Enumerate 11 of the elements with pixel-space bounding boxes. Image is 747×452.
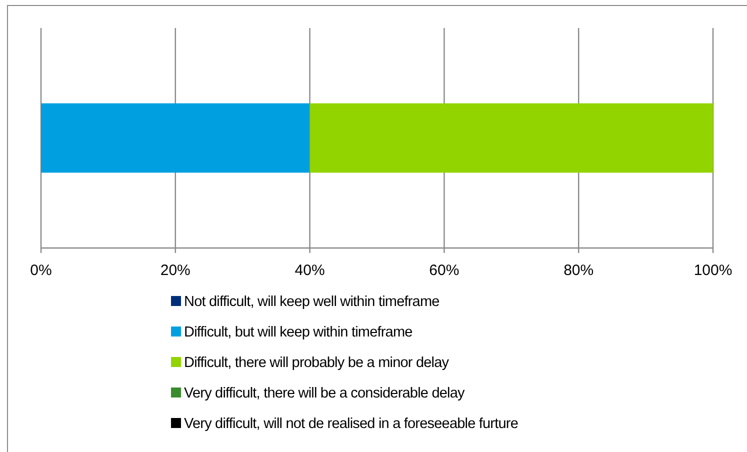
x-tick-label: 100% [694,262,732,279]
legend-label: Not difficult, will keep well within timeframe [184,294,440,310]
legend-label: Very difficult, there will be a considerable delay [184,386,466,402]
x-tick-label: 80% [564,262,594,279]
legend-label: Difficult, but will keep within timeframe [184,324,413,340]
x-tick-label: 60% [429,262,460,279]
x-tick-label: 0% [30,262,52,279]
x-tick-label: 20% [160,262,190,279]
legend-label: Difficult, there will probably be a minor delay [184,355,450,371]
legend-label: Very difficult, will not de realised in a foreseeable furture [184,416,518,432]
x-tick-label: 40% [294,262,325,279]
